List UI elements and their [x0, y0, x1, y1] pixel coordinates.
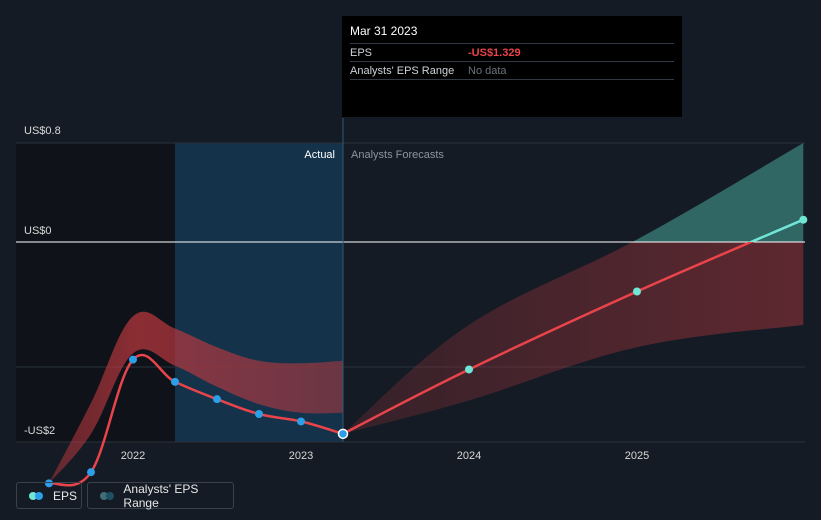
x-tick-2025: 2025 — [625, 450, 649, 462]
tooltip-eps-value: -US$1.329 — [468, 47, 521, 59]
tooltip: Mar 31 2023 EPS -US$1.329 Analysts' EPS … — [342, 16, 682, 117]
tooltip-range-value: No data — [468, 65, 507, 77]
range-legend-icon — [100, 491, 115, 500]
range-band-forecast — [343, 242, 804, 434]
eps-point — [255, 410, 263, 419]
y-tick-bottom: -US$2 — [24, 425, 55, 437]
eps-actual-line — [48, 353, 344, 487]
x-tick-2023: 2023 — [289, 450, 313, 462]
x-tick-2024: 2024 — [457, 450, 481, 462]
legend-range-label: Analysts' EPS Range — [123, 481, 199, 510]
x-tick-2022: 2022 — [121, 450, 145, 462]
y-tick-zero: US$0 — [24, 225, 52, 237]
tooltip-eps-label: EPS — [350, 47, 373, 59]
eps-point — [87, 468, 95, 477]
range-band-forecast-positive — [632, 143, 804, 242]
eps-forecast-point — [465, 365, 473, 374]
eps-point — [297, 417, 305, 426]
eps-point — [129, 355, 137, 364]
tooltip-row-eps: EPS -US$1.329 — [350, 43, 674, 61]
eps-forecast-point — [633, 287, 641, 296]
eps-forecast-point — [799, 215, 808, 224]
legend-range[interactable]: Analysts' EPS Range — [87, 481, 234, 510]
past-shade — [16, 143, 175, 442]
eps-point — [213, 395, 221, 404]
eps-point — [45, 479, 53, 488]
forecast-label: Analysts Forecasts — [351, 149, 444, 161]
tooltip-row-range: Analysts' EPS Range No data — [350, 61, 674, 79]
tooltip-range-label: Analysts' EPS Range — [350, 65, 455, 77]
eps-forecast-line — [342, 242, 755, 435]
y-tick-top: US$0.8 — [24, 125, 61, 137]
legend-eps-label: EPS — [53, 488, 78, 503]
actual-label: Actual — [304, 149, 335, 161]
range-band-historical — [49, 311, 343, 484]
eps-point — [171, 377, 179, 386]
legend-eps[interactable]: EPS — [16, 482, 82, 509]
eps-legend-icon — [29, 491, 45, 500]
eps-point — [337, 428, 349, 440]
tooltip-date: Mar 31 2023 — [350, 24, 418, 38]
tooltip-spacer — [350, 79, 674, 110]
